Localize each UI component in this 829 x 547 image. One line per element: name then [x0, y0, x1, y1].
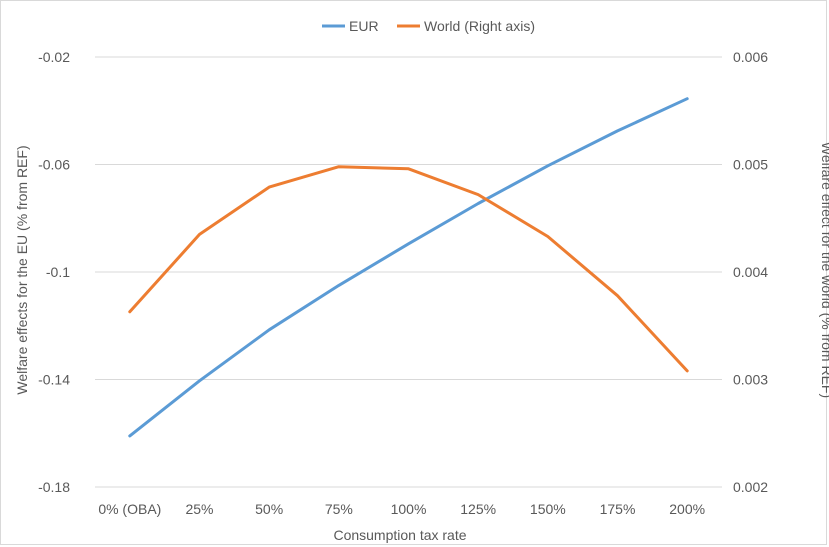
- left-tick-label: -0.1: [46, 264, 70, 280]
- series-line-world: [128, 165, 689, 373]
- x-tick-label: 75%: [325, 501, 353, 517]
- x-axis-title: Consumption tax rate: [333, 527, 466, 543]
- legend-label-eur: EUR: [349, 18, 379, 34]
- x-tick-label: 100%: [391, 501, 427, 517]
- right-tick-label: 0.005: [733, 157, 768, 173]
- right-tick-label: 0.002: [733, 479, 768, 495]
- left-tick-label: -0.14: [38, 372, 70, 388]
- right-tick-label: 0.003: [733, 372, 768, 388]
- series-line-eur: [128, 97, 689, 438]
- x-tick-label: 0% (OBA): [98, 501, 161, 517]
- left-axis-ticks: -0.02 -0.06 -0.1 -0.14 -0.18: [38, 49, 70, 495]
- x-tick-label: 175%: [600, 501, 636, 517]
- legend-label-world: World (Right axis): [424, 18, 535, 34]
- right-tick-label: 0.006: [733, 49, 768, 65]
- series-lines: [128, 97, 689, 438]
- x-tick-label: 125%: [460, 501, 496, 517]
- right-tick-label: 0.004: [733, 264, 768, 280]
- left-axis-title: Welfare effects for the EU (% from REF): [14, 145, 30, 394]
- right-axis-title: Welfare effect for the world (% from REF…: [819, 142, 829, 398]
- x-tick-label: 25%: [185, 501, 213, 517]
- left-tick-label: -0.02: [38, 49, 70, 65]
- x-axis-ticks: 0% (OBA) 25% 50% 75% 100% 125% 150% 175% 200%: [98, 501, 705, 517]
- left-tick-label: -0.06: [38, 157, 70, 173]
- right-axis-ticks: 0.006 0.005 0.004 0.003 0.002: [733, 49, 768, 495]
- left-tick-label: -0.18: [38, 479, 70, 495]
- legend: EUR World (Right axis): [322, 18, 535, 34]
- x-tick-label: 50%: [255, 501, 283, 517]
- x-tick-label: 200%: [669, 501, 705, 517]
- x-tick-label: 150%: [530, 501, 566, 517]
- gridlines: [95, 56, 722, 488]
